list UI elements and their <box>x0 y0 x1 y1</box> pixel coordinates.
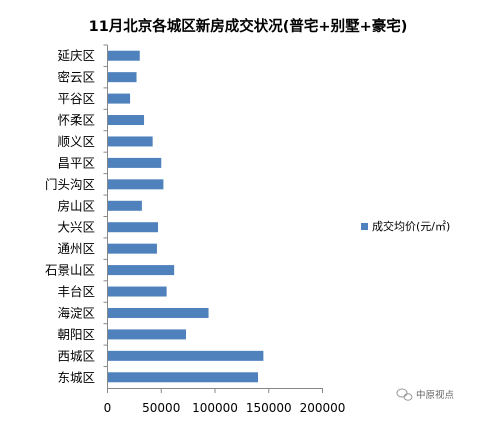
bar-9 <box>108 243 157 254</box>
category-label: 朝阳区 <box>57 327 95 342</box>
chart-title: 11月北京各城区新房成交状况(普宅+别墅+豪宅) <box>89 17 408 35</box>
category-label: 延庆区 <box>57 48 95 63</box>
category-label: 密云区 <box>57 70 95 85</box>
category-label: 东城区 <box>57 370 95 385</box>
watermark-text: 中原视点 <box>416 389 455 401</box>
x-tick-label: 200000 <box>300 401 346 415</box>
category-label: 海淀区 <box>57 305 95 320</box>
bar-11 <box>108 286 167 297</box>
bar-13 <box>108 329 186 340</box>
category-label: 平谷区 <box>57 91 95 106</box>
category-label: 西城区 <box>57 348 95 363</box>
wechat-icon <box>396 388 413 401</box>
bar-2 <box>108 93 131 104</box>
category-labels: 延庆区密云区平谷区怀柔区顺义区昌平区门头沟区房山区大兴区通州区石景山区丰台区海淀… <box>45 44 108 385</box>
x-axis-ticks: 0 50000 100000 150000 200000 <box>104 388 346 415</box>
bar-12 <box>108 307 209 318</box>
bar-6 <box>108 179 164 190</box>
bar-8 <box>108 222 159 233</box>
category-label: 怀柔区 <box>57 113 95 128</box>
x-tick-label: 100000 <box>192 401 238 415</box>
bar-15 <box>108 372 258 383</box>
bar-4 <box>108 136 153 147</box>
category-label: 昌平区 <box>57 155 95 170</box>
bar-10 <box>108 265 175 276</box>
x-tick-label: 0 <box>104 401 112 415</box>
legend-label: 成交均价(元/㎡) <box>372 219 450 233</box>
x-tick-label: 150000 <box>246 401 292 415</box>
bar-3 <box>108 115 145 126</box>
bar-group <box>108 50 264 383</box>
category-label: 门头沟区 <box>45 177 95 192</box>
legend: 成交均价(元/㎡) <box>361 219 450 233</box>
x-tick-label: 50000 <box>142 401 180 415</box>
category-label: 石景山区 <box>45 263 95 278</box>
watermark: 中原视点 <box>396 388 455 401</box>
category-label: 大兴区 <box>57 220 95 235</box>
bar-5 <box>108 157 162 168</box>
legend-swatch <box>361 223 368 230</box>
bar-7 <box>108 200 142 211</box>
bar-1 <box>108 72 137 83</box>
bar-0 <box>108 50 140 61</box>
category-label: 丰台区 <box>57 284 95 299</box>
category-label: 顺义区 <box>57 134 95 149</box>
category-label: 通州区 <box>57 241 95 256</box>
bar-14 <box>108 350 264 361</box>
category-label: 房山区 <box>57 198 95 213</box>
